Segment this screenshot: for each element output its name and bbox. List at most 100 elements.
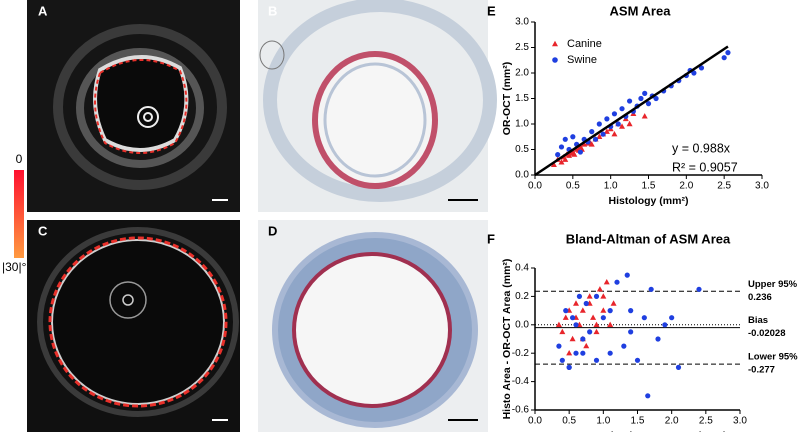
data-point [576, 293, 583, 299]
data-point [615, 121, 621, 127]
data-point [600, 293, 607, 299]
data-point [638, 95, 644, 102]
data-point [696, 286, 702, 292]
data-point [607, 350, 613, 356]
data-point [603, 128, 610, 134]
data-point [624, 272, 630, 278]
data-point [621, 343, 627, 349]
data-point [569, 335, 576, 342]
x-tick-label: 1.5 [631, 416, 645, 427]
data-point [588, 141, 595, 147]
data-point [626, 98, 633, 104]
x-tick-label: 3.0 [733, 416, 747, 427]
y-tick-label: 0.0 [515, 170, 529, 181]
data-point [626, 120, 633, 127]
data-point [645, 393, 651, 399]
legend-marker [552, 40, 558, 47]
data-point [600, 315, 606, 321]
y-tick-label: 0.4 [515, 263, 529, 274]
x-tick-label: 2.0 [665, 416, 679, 427]
x-tick-label: 1.0 [596, 416, 610, 427]
data-point [662, 322, 668, 328]
histology-image-d: D [258, 220, 488, 432]
y-tick-label: 1.5 [515, 93, 529, 104]
annotation: y = 0.988x [672, 141, 731, 155]
data-point [619, 106, 625, 112]
colorbar-label: 0 [16, 152, 23, 166]
data-point [641, 113, 648, 119]
data-point [653, 95, 659, 102]
data-point [604, 116, 610, 122]
x-tick-label: 0.5 [566, 181, 580, 192]
data-point [593, 293, 600, 299]
x-tick-label: 1.5 [642, 181, 656, 192]
data-point [611, 131, 618, 137]
data-point [590, 314, 597, 320]
data-point [634, 357, 641, 363]
data-point [596, 286, 603, 292]
data-point [558, 159, 565, 165]
x-tick-label: 2.5 [717, 181, 731, 192]
legend-label: Canine [567, 38, 602, 50]
data-point [611, 111, 618, 117]
y-tick-label: 2.5 [515, 42, 529, 53]
legend-marker [552, 57, 558, 63]
data-point [628, 308, 634, 314]
x-tick-label: 2.0 [679, 181, 693, 192]
y-tick-label: 0.5 [515, 144, 529, 155]
panel-label: D [268, 223, 277, 238]
data-point [580, 350, 586, 356]
y-tick-label: 1.0 [515, 119, 529, 130]
data-point [593, 328, 600, 335]
y-tick-label: 2.0 [515, 68, 529, 79]
y-tick-label: 3.0 [515, 17, 529, 28]
reference-value: -0.277 [748, 365, 775, 376]
data-point [669, 315, 675, 321]
data-point [571, 151, 578, 157]
colorbar-label: |30|° [2, 260, 27, 274]
data-point [593, 321, 600, 327]
y-tick-label: 0.0 [515, 319, 529, 330]
data-point [562, 136, 568, 142]
data-point [698, 65, 705, 71]
data-point [583, 342, 590, 349]
data-point [577, 149, 584, 155]
reference-label: Lower 95% [748, 352, 798, 363]
data-point [583, 300, 589, 307]
y-axis-label: Histo Area - OR-OCT Area (mm²) [501, 259, 513, 420]
data-point [559, 328, 566, 335]
oct-image-a: A [27, 0, 240, 212]
data-point [587, 329, 593, 335]
reference-label: Upper 95% [748, 279, 798, 290]
data-point [563, 308, 569, 314]
data-point [614, 279, 620, 285]
data-point [562, 314, 569, 320]
data-point [596, 133, 603, 139]
data-point [619, 123, 626, 129]
data-point [600, 131, 606, 137]
data-point [562, 156, 569, 162]
x-tick-label: 0.5 [562, 416, 576, 427]
x-tick-label: 3.0 [755, 181, 769, 192]
x-tick-label: 0.0 [528, 416, 542, 427]
data-point [579, 307, 586, 313]
data-point [550, 161, 557, 167]
reference-label: Bias [748, 315, 768, 326]
y-tick-label: 0.2 [515, 291, 529, 302]
data-point [570, 134, 576, 140]
chart-title: ASM Area [610, 3, 672, 18]
data-point [596, 121, 602, 127]
reference-value: 0.236 [748, 292, 772, 303]
y-axis-label: OR-OCT (mm²) [501, 62, 513, 136]
y-tick-label: -0.6 [512, 405, 530, 416]
data-point [586, 293, 593, 299]
data-point [559, 357, 565, 363]
oct-image-c: C [27, 220, 240, 432]
annotation: R² = 0.9057 [672, 160, 738, 174]
data-point [721, 55, 727, 61]
y-tick-label: -0.2 [512, 348, 530, 359]
data-point [600, 307, 607, 313]
x-axis-label: Histology (mm²) [609, 195, 689, 207]
data-point [607, 321, 614, 327]
